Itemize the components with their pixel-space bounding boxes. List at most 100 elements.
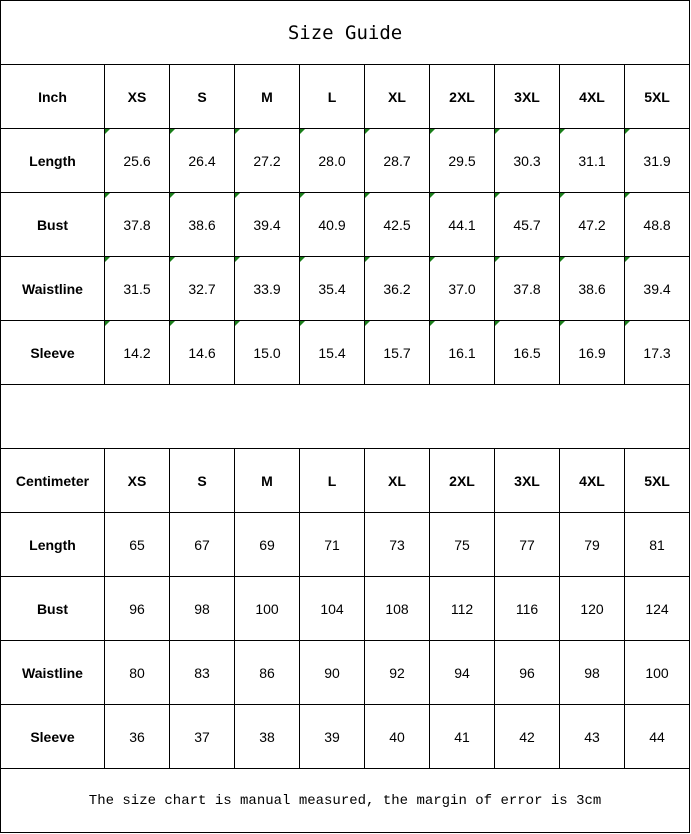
measurement-value: 73 <box>364 512 430 577</box>
measurement-value: 98 <box>559 640 625 705</box>
table-row: Bust 96 98 100 104 108 112 116 120 124 <box>0 576 691 641</box>
footer-row: The size chart is manual measured, the m… <box>0 768 691 833</box>
measurement-value: 27.2 <box>234 128 300 193</box>
size-header: XL <box>364 448 430 513</box>
inch_table-header-row: Inch XS S M L XL 2XL 3XL 4XL 5XL <box>0 64 691 129</box>
measurement-value: 98 <box>169 576 235 641</box>
size-header: S <box>169 448 235 513</box>
measurement-value: 40 <box>364 704 430 769</box>
measurement-value: 100 <box>234 576 300 641</box>
measurement-value: 37.8 <box>104 192 170 257</box>
measurement-value: 29.5 <box>429 128 495 193</box>
measurement-value: 42.5 <box>364 192 430 257</box>
size-header: S <box>169 64 235 129</box>
size-header: 2XL <box>429 64 495 129</box>
measurement-value: 81 <box>623 512 691 577</box>
table-row: Sleeve 36 37 38 39 40 41 42 43 44 <box>0 704 691 769</box>
measurement-value: 86 <box>234 640 300 705</box>
measurement-value: 31.9 <box>623 128 691 193</box>
measurement-value: 32.7 <box>169 256 235 321</box>
measurement-value: 38 <box>234 704 300 769</box>
measurement-value: 92 <box>364 640 430 705</box>
size-header: L <box>299 64 365 129</box>
size-header: M <box>234 448 300 513</box>
size-header: 5XL <box>623 64 691 129</box>
measurement-value: 31.1 <box>559 128 625 193</box>
measurement-label: Waistline <box>0 256 105 321</box>
measurement-label: Waistline <box>0 640 105 705</box>
measurement-value: 41 <box>429 704 495 769</box>
spacer-row <box>0 384 691 449</box>
measurement-value: 37.0 <box>429 256 495 321</box>
measurement-value: 40.9 <box>299 192 365 257</box>
unit-label: Centimeter <box>0 448 105 513</box>
measurement-value: 37.8 <box>494 256 560 321</box>
size-header: XS <box>104 64 170 129</box>
measurement-value: 15.4 <box>299 320 365 385</box>
size-header: XL <box>364 64 430 129</box>
table-row: Length 25.6 26.4 27.2 28.0 28.7 29.5 30.3 31.1 31… <box>0 128 691 193</box>
measurement-value: 67 <box>169 512 235 577</box>
size-header: 2XL <box>429 448 495 513</box>
measurement-value: 79 <box>559 512 625 577</box>
measurement-value: 71 <box>299 512 365 577</box>
cm_table-header-row: Centimeter XS S M L XL 2XL 3XL 4XL 5XL <box>0 448 691 513</box>
measurement-value: 75 <box>429 512 495 577</box>
measurement-value: 42 <box>494 704 560 769</box>
measurement-value: 90 <box>299 640 365 705</box>
measurement-label: Sleeve <box>0 704 105 769</box>
size-header: 4XL <box>559 448 625 513</box>
measurement-value: 43 <box>559 704 625 769</box>
measurement-value: 26.4 <box>169 128 235 193</box>
measurement-value: 35.4 <box>299 256 365 321</box>
measurement-value: 14.6 <box>169 320 235 385</box>
measurement-value: 33.9 <box>234 256 300 321</box>
measurement-value: 124 <box>623 576 691 641</box>
measurement-value: 16.1 <box>429 320 495 385</box>
measurement-value: 116 <box>494 576 560 641</box>
measurement-value: 37 <box>169 704 235 769</box>
measurement-value: 100 <box>623 640 691 705</box>
measurement-value: 69 <box>234 512 300 577</box>
measurement-value: 16.5 <box>494 320 560 385</box>
size-header: 4XL <box>559 64 625 129</box>
size-header: M <box>234 64 300 129</box>
measurement-value: 30.3 <box>494 128 560 193</box>
measurement-value: 96 <box>494 640 560 705</box>
spacer-cell <box>0 384 691 449</box>
measurement-value: 17.3 <box>623 320 691 385</box>
measurement-value: 44 <box>623 704 691 769</box>
unit-label: Inch <box>0 64 105 129</box>
measurement-value: 96 <box>104 576 170 641</box>
measurement-value: 47.2 <box>559 192 625 257</box>
title-row: Size Guide <box>0 0 691 65</box>
table-row: Waistline 31.5 32.7 33.9 35.4 36.2 37.0 37.8 38.… <box>0 256 691 321</box>
measurement-value: 15.7 <box>364 320 430 385</box>
measurement-value: 39 <box>299 704 365 769</box>
measurement-value: 39.4 <box>234 192 300 257</box>
measurement-value: 120 <box>559 576 625 641</box>
size-header: L <box>299 448 365 513</box>
table-row: Length 65 67 69 71 73 75 77 79 81 <box>0 512 691 577</box>
measurement-value: 94 <box>429 640 495 705</box>
size-header: XS <box>104 448 170 513</box>
measurement-value: 48.8 <box>623 192 691 257</box>
measurement-label: Length <box>0 512 105 577</box>
measurement-label: Length <box>0 128 105 193</box>
page-title: Size Guide <box>0 0 691 65</box>
table-row: Waistline 80 83 86 90 92 94 96 98 100 <box>0 640 691 705</box>
measurement-value: 39.4 <box>623 256 691 321</box>
measurement-value: 16.9 <box>559 320 625 385</box>
size-header: 3XL <box>494 64 560 129</box>
measurement-value: 77 <box>494 512 560 577</box>
measurement-label: Bust <box>0 192 105 257</box>
measurement-value: 112 <box>429 576 495 641</box>
size-header: 5XL <box>623 448 691 513</box>
measurement-value: 104 <box>299 576 365 641</box>
measurement-value: 65 <box>104 512 170 577</box>
measurement-value: 80 <box>104 640 170 705</box>
measurement-label: Sleeve <box>0 320 105 385</box>
measurement-value: 108 <box>364 576 430 641</box>
footer-note: The size chart is manual measured, the m… <box>0 768 691 833</box>
